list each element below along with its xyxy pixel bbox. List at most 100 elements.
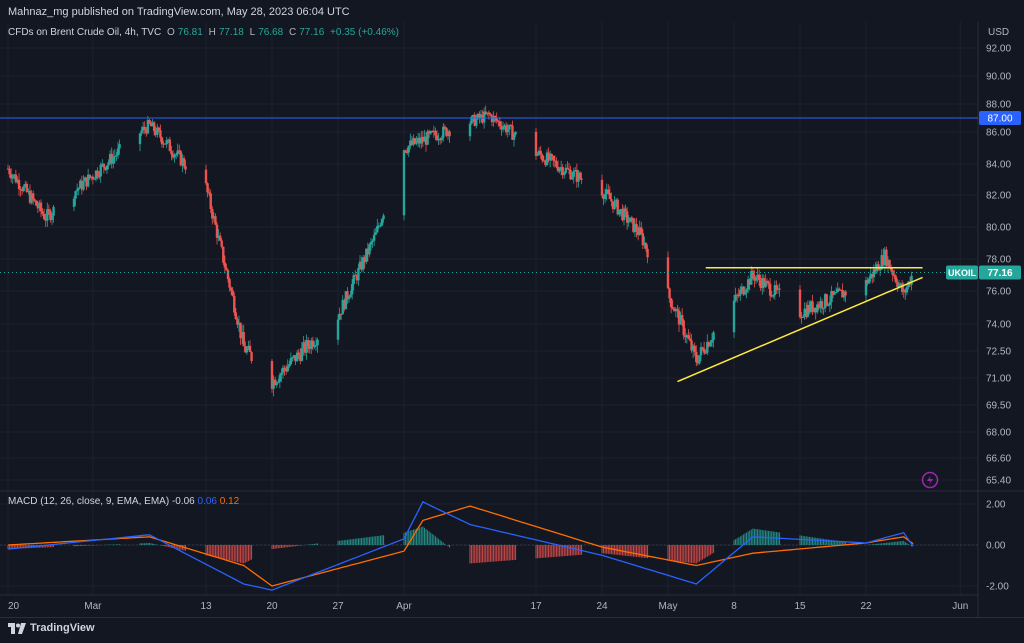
- candle: [816, 301, 819, 314]
- candle: [435, 130, 439, 142]
- candle: [759, 274, 762, 292]
- candle: [555, 157, 558, 169]
- candle: [437, 133, 440, 145]
- candle: [687, 329, 690, 340]
- candle: [893, 269, 896, 280]
- candle: [765, 278, 769, 287]
- candle: [244, 341, 247, 353]
- macd-label: MACD (12, 26, close, 9, EMA, EMA): [8, 496, 170, 507]
- candle: [746, 275, 750, 294]
- close-value: 77.16: [299, 27, 325, 38]
- candle: [479, 109, 483, 123]
- candle: [668, 287, 671, 303]
- candle: [553, 155, 557, 168]
- candle: [160, 136, 164, 148]
- alert-icon[interactable]: [921, 471, 939, 489]
- candle: [361, 254, 365, 273]
- candle: [156, 123, 159, 138]
- candle: [690, 333, 693, 353]
- candle: [432, 125, 436, 138]
- candle: [704, 349, 707, 354]
- candle: [415, 136, 418, 146]
- candle: [745, 288, 748, 299]
- candle: [823, 293, 827, 313]
- candle: [344, 291, 348, 310]
- candle: [822, 307, 825, 315]
- candle: [41, 208, 44, 216]
- candle: [611, 201, 615, 214]
- candle: [740, 283, 744, 294]
- candle: [632, 217, 635, 234]
- candle: [82, 175, 85, 192]
- candle: [272, 375, 275, 397]
- candle: [429, 130, 432, 135]
- resistance-price-tag-text: 87.00: [987, 114, 1012, 125]
- candle: [148, 119, 151, 125]
- candle: [539, 145, 542, 159]
- candle: [167, 138, 170, 143]
- time-tick-label: Apr: [396, 601, 412, 612]
- price-tick-label: 88.00: [986, 100, 1011, 111]
- candle: [640, 222, 643, 235]
- candle: [567, 163, 571, 175]
- candle: [500, 121, 503, 136]
- candle: [636, 226, 640, 241]
- candle: [805, 302, 808, 319]
- candle: [871, 273, 874, 284]
- candle: [159, 124, 162, 142]
- candle: [616, 198, 619, 216]
- candle: [28, 184, 32, 205]
- candle: [891, 268, 894, 282]
- candle: [226, 269, 230, 283]
- macd-value-3: 0.12: [219, 496, 240, 507]
- candle: [234, 307, 238, 320]
- candle: [115, 151, 118, 162]
- open-label: O: [166, 27, 175, 38]
- candle: [284, 364, 288, 375]
- candle: [209, 189, 212, 214]
- candle: [112, 150, 115, 169]
- candle: [20, 187, 24, 195]
- candle: [357, 263, 360, 286]
- time-tick-label: Jun: [952, 601, 968, 612]
- candle: [685, 333, 689, 344]
- candle: [176, 143, 179, 158]
- candle: [97, 171, 101, 180]
- time-tick-label: 22: [860, 601, 872, 612]
- candle: [104, 166, 107, 172]
- candle: [250, 351, 253, 364]
- candle: [211, 206, 214, 225]
- candle: [44, 213, 47, 227]
- candle: [489, 112, 492, 117]
- candle: [905, 284, 909, 296]
- candle: [801, 314, 805, 319]
- candle: [828, 295, 832, 313]
- candle: [416, 132, 420, 148]
- candle: [113, 149, 117, 164]
- candle: [842, 290, 846, 302]
- candle: [181, 153, 184, 173]
- candle: [754, 276, 758, 285]
- candle: [99, 162, 102, 183]
- candle: [803, 302, 806, 320]
- candle: [184, 159, 187, 174]
- currency-label: USD: [988, 27, 1009, 38]
- candle: [138, 132, 142, 152]
- candle: [368, 243, 371, 257]
- candle: [308, 340, 311, 354]
- candle: [743, 286, 747, 296]
- candle: [684, 328, 687, 344]
- candle: [225, 263, 228, 271]
- candle: [512, 132, 516, 147]
- candle: [42, 208, 46, 221]
- candle: [229, 286, 233, 295]
- candle: [622, 205, 626, 226]
- candle: [698, 355, 701, 365]
- candle: [732, 294, 736, 338]
- candle: [710, 333, 714, 347]
- macd-value-1: -0.06: [171, 496, 195, 507]
- candle: [6, 164, 10, 170]
- candle: [839, 289, 843, 291]
- candle: [841, 283, 844, 298]
